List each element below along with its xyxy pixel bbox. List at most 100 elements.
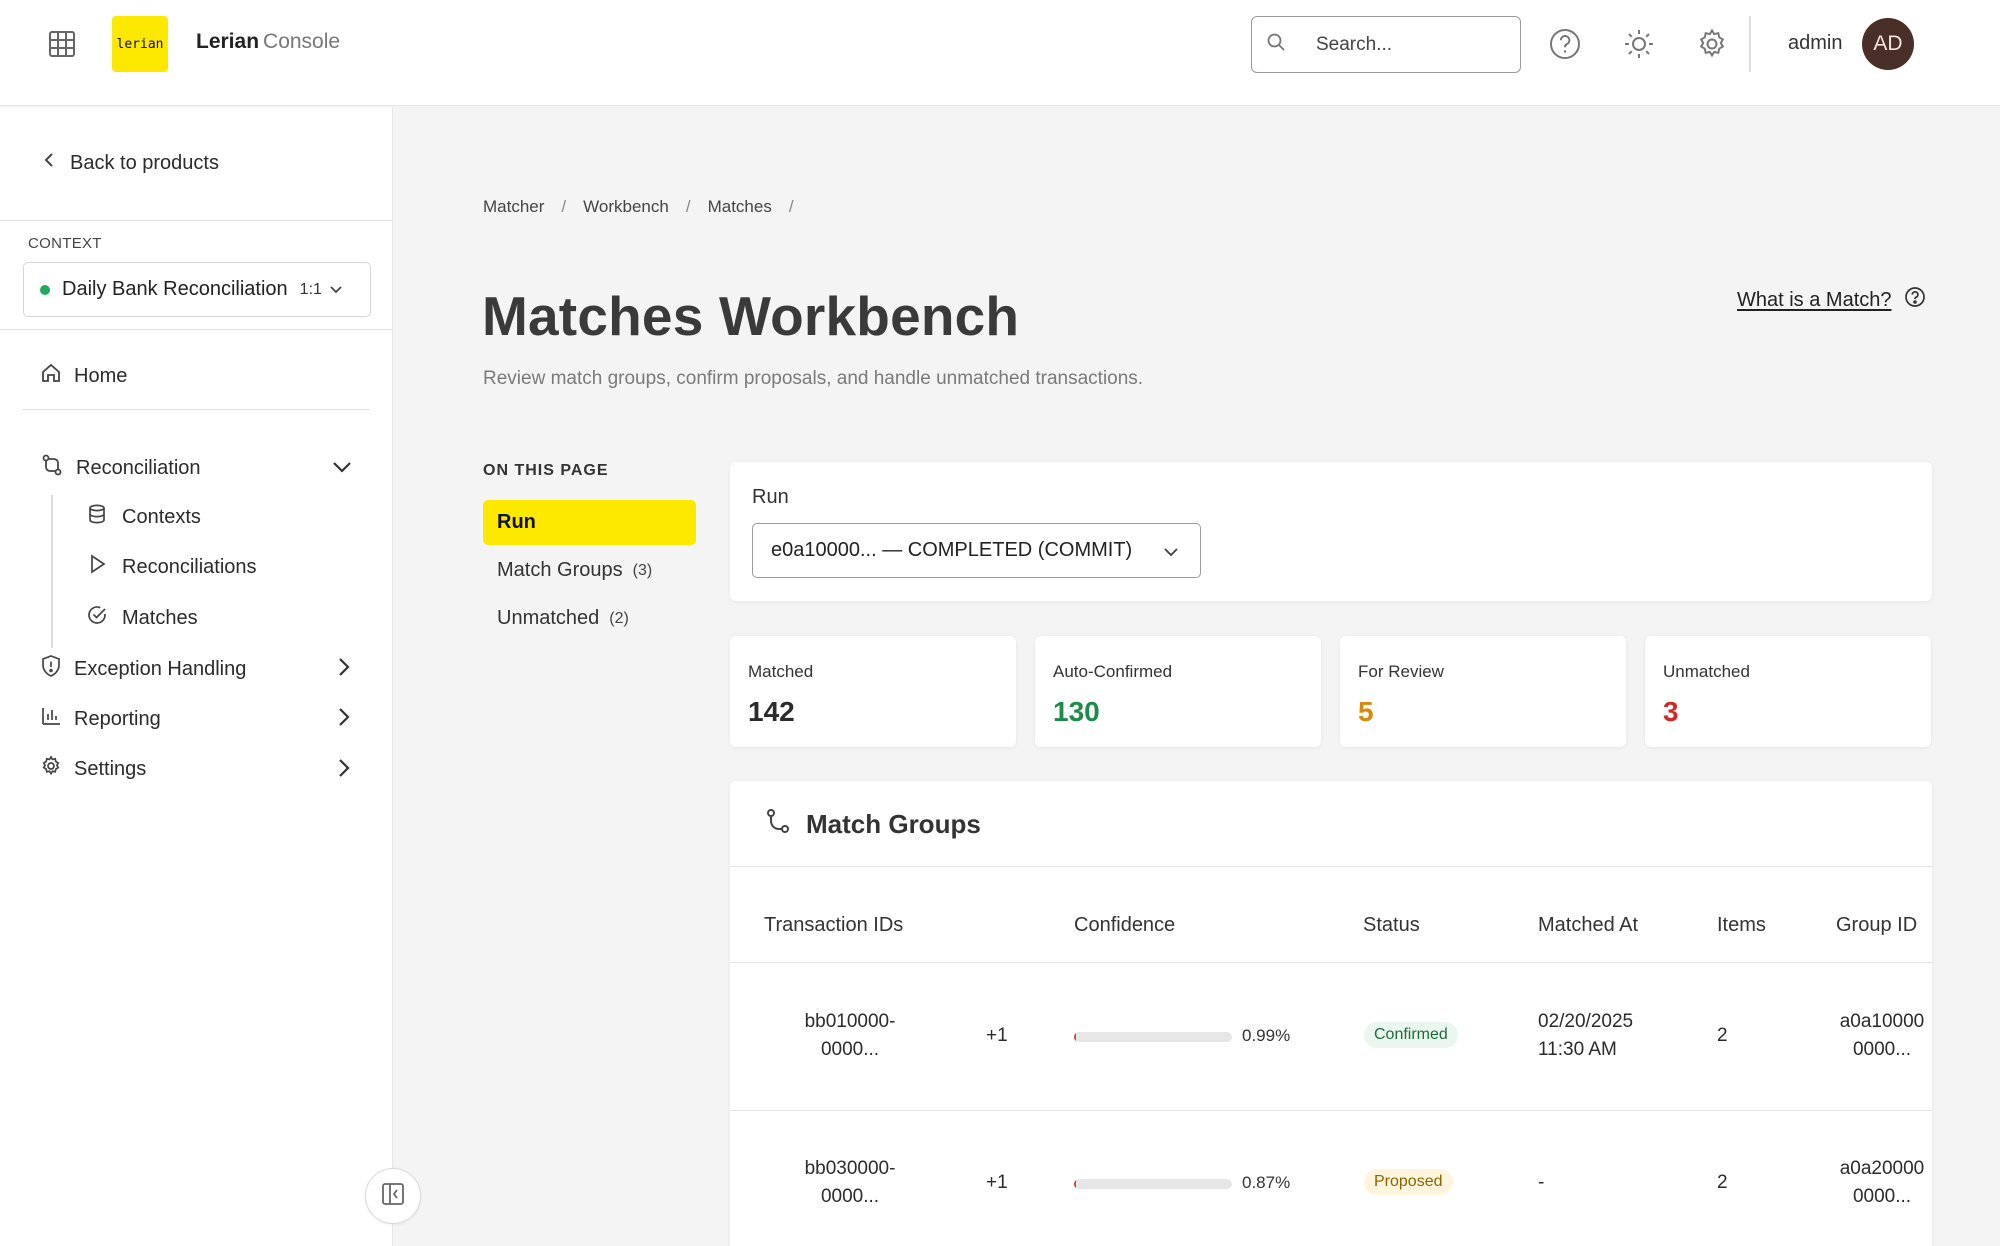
sidebar: Back to products CONTEXT Daily Bank Reco… bbox=[0, 107, 393, 1246]
home-icon bbox=[40, 362, 62, 390]
group-id-line: a0a20000 bbox=[1839, 1158, 1925, 1179]
shield-alert-icon bbox=[40, 654, 62, 684]
brand-name: Lerian bbox=[196, 30, 260, 53]
breadcrumb-separator: / bbox=[685, 197, 691, 216]
confidence-bar-fill bbox=[1074, 1032, 1076, 1042]
sidebar-item-exception-handling[interactable]: Exception Handling bbox=[40, 654, 246, 684]
sidebar-item-reporting[interactable]: Reporting bbox=[40, 705, 161, 733]
settings-gear-icon[interactable] bbox=[1692, 24, 1732, 64]
context-name: Daily Bank Reconciliation bbox=[62, 278, 288, 300]
chevron-right-icon[interactable] bbox=[336, 756, 352, 780]
check-circle-icon bbox=[86, 604, 108, 632]
stat-label: Matched bbox=[748, 662, 814, 681]
page-subtitle: Review match groups, confirm proposals, … bbox=[483, 368, 1144, 389]
stat-label: Unmatched bbox=[1663, 662, 1750, 681]
git-branch-icon bbox=[764, 807, 792, 842]
column-header-matched-at[interactable]: Matched At bbox=[1538, 914, 1639, 936]
transaction-id-line: 0000... bbox=[820, 1186, 880, 1207]
back-to-products-link[interactable]: Back to products bbox=[42, 151, 219, 175]
search-icon bbox=[1266, 32, 1286, 57]
sidebar-item-reconciliations[interactable]: Reconciliations bbox=[86, 553, 257, 581]
column-header-status[interactable]: Status bbox=[1363, 914, 1420, 936]
stat-value: 5 bbox=[1358, 696, 1374, 727]
brand-subtitle: Console bbox=[263, 30, 341, 53]
on-this-page-unmatched[interactable]: Unmatched (2) bbox=[483, 596, 696, 641]
context-ratio: 1:1 bbox=[299, 280, 322, 298]
run-card: Run e0a10000... — COMPLETED (COMMIT) bbox=[730, 462, 1932, 601]
chevron-down-icon bbox=[328, 284, 344, 296]
theme-sun-icon[interactable] bbox=[1619, 24, 1659, 64]
sidebar-item-label: Reporting bbox=[74, 707, 161, 730]
context-select[interactable]: Daily Bank Reconciliation 1:1 bbox=[23, 262, 371, 317]
run-select[interactable]: e0a10000... — COMPLETED (COMMIT) bbox=[752, 523, 1201, 578]
username-label[interactable]: admin bbox=[1788, 32, 1843, 54]
sidebar-divider bbox=[0, 220, 393, 221]
otp-label: Match Groups bbox=[497, 559, 623, 581]
match-groups-card: Match Groups bbox=[730, 781, 1932, 1246]
extra-transactions-count[interactable]: +1 bbox=[986, 1172, 1008, 1193]
confidence-bar-fill bbox=[1074, 1179, 1076, 1189]
stat-value: 3 bbox=[1663, 696, 1679, 727]
page-title: Matches Workbench bbox=[482, 285, 1020, 347]
stat-value: 130 bbox=[1053, 696, 1100, 727]
breadcrumb-matches[interactable]: Matches bbox=[707, 197, 772, 216]
transaction-id-line: bb030000- bbox=[804, 1158, 896, 1179]
sidebar-item-label: Exception Handling bbox=[74, 657, 247, 680]
app-grid-icon[interactable] bbox=[44, 26, 80, 62]
lerian-logo[interactable]: lerian bbox=[112, 16, 168, 72]
sidebar-item-home[interactable]: Home bbox=[40, 362, 127, 390]
group-id-cell: a0a10000 0000... bbox=[1832, 1008, 1932, 1064]
column-header-group-id[interactable]: Group ID bbox=[1836, 914, 1918, 936]
group-id-line: a0a10000 bbox=[1839, 1011, 1925, 1032]
sidebar-divider bbox=[0, 329, 393, 330]
avatar[interactable]: AD bbox=[1862, 18, 1914, 70]
stat-label: Auto-Confirmed bbox=[1053, 662, 1173, 681]
sidebar-item-label: Reconciliations bbox=[122, 555, 257, 578]
breadcrumb-separator: / bbox=[788, 197, 794, 216]
sidebar-divider bbox=[22, 409, 370, 410]
column-header-items[interactable]: Items bbox=[1717, 914, 1766, 936]
breadcrumb-workbench[interactable]: Workbench bbox=[583, 197, 669, 216]
items-count: 2 bbox=[1717, 1172, 1728, 1193]
column-header-transaction-ids[interactable]: Transaction IDs bbox=[764, 914, 904, 936]
back-label: Back to products bbox=[70, 151, 219, 174]
on-this-page-match-groups[interactable]: Match Groups (3) bbox=[483, 548, 696, 593]
breadcrumb-separator: / bbox=[561, 197, 567, 216]
chevron-right-icon[interactable] bbox=[336, 655, 352, 679]
sidebar-item-settings[interactable]: Settings bbox=[40, 755, 146, 783]
table-row-divider bbox=[730, 1110, 1932, 1111]
stat-card-auto-confirmed: Auto-Confirmed 130 bbox=[1035, 636, 1321, 747]
context-label: CONTEXT bbox=[28, 235, 102, 252]
header-divider bbox=[1749, 16, 1751, 72]
help-icon[interactable] bbox=[1545, 24, 1585, 64]
column-header-confidence[interactable]: Confidence bbox=[1074, 914, 1176, 936]
sidebar-item-label: Settings bbox=[74, 757, 147, 780]
status-badge: Proposed bbox=[1364, 1169, 1453, 1195]
sidebar-item-reconciliation[interactable]: Reconciliation bbox=[40, 453, 201, 483]
brand-title: Lerian Console bbox=[196, 30, 340, 54]
logo-text: lerian bbox=[116, 36, 164, 52]
breadcrumb: Matcher / Workbench / Matches / bbox=[483, 197, 811, 217]
extra-transactions-count[interactable]: +1 bbox=[986, 1025, 1008, 1046]
chevron-down-icon bbox=[1162, 542, 1180, 565]
matched-at-time: 11:30 AM bbox=[1538, 1039, 1617, 1060]
otp-label: Run bbox=[497, 511, 536, 533]
top-header: lerian Lerian Console Search... admin AD bbox=[0, 0, 2000, 106]
collapse-sidebar-button[interactable] bbox=[365, 1168, 421, 1224]
sidebar-item-contexts[interactable]: Contexts bbox=[86, 503, 201, 531]
match-groups-header: Match Groups bbox=[764, 807, 981, 842]
chevron-down-icon[interactable] bbox=[330, 459, 354, 475]
on-this-page-run[interactable]: Run bbox=[483, 500, 696, 545]
chevron-right-icon[interactable] bbox=[336, 705, 352, 729]
search-input[interactable]: Search... bbox=[1251, 16, 1521, 73]
help-link-label: What is a Match? bbox=[1737, 288, 1892, 311]
help-circle-icon bbox=[1904, 286, 1926, 314]
what-is-a-match-link[interactable]: What is a Match? bbox=[1737, 286, 1926, 314]
transaction-id-line: bb010000- bbox=[804, 1011, 896, 1032]
sidebar-item-matches[interactable]: Matches bbox=[86, 604, 198, 632]
breadcrumb-matcher[interactable]: Matcher bbox=[483, 197, 545, 216]
otp-count: (3) bbox=[632, 561, 653, 579]
play-icon bbox=[86, 553, 108, 581]
submenu-rail bbox=[51, 495, 53, 648]
git-compare-icon bbox=[40, 453, 64, 483]
